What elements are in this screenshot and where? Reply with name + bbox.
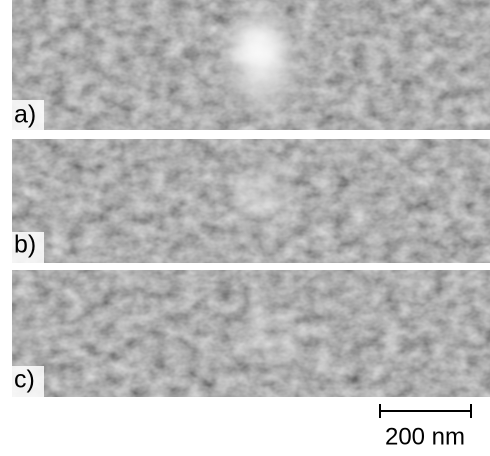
scale-label: 200 nm bbox=[385, 423, 465, 450]
panel-label: b) bbox=[14, 231, 36, 259]
bright-spot bbox=[225, 150, 295, 240]
label-box bbox=[12, 366, 44, 397]
panel-c bbox=[12, 270, 490, 397]
bright-spot bbox=[233, 25, 277, 65]
panel-a bbox=[12, 0, 490, 130]
panel-label: c) bbox=[14, 366, 35, 394]
label-box bbox=[12, 232, 44, 263]
label-box bbox=[12, 100, 44, 130]
panel-label: a) bbox=[14, 101, 36, 129]
scale-bar bbox=[379, 404, 472, 418]
panel-b bbox=[12, 139, 490, 263]
bright-spot bbox=[232, 290, 312, 380]
